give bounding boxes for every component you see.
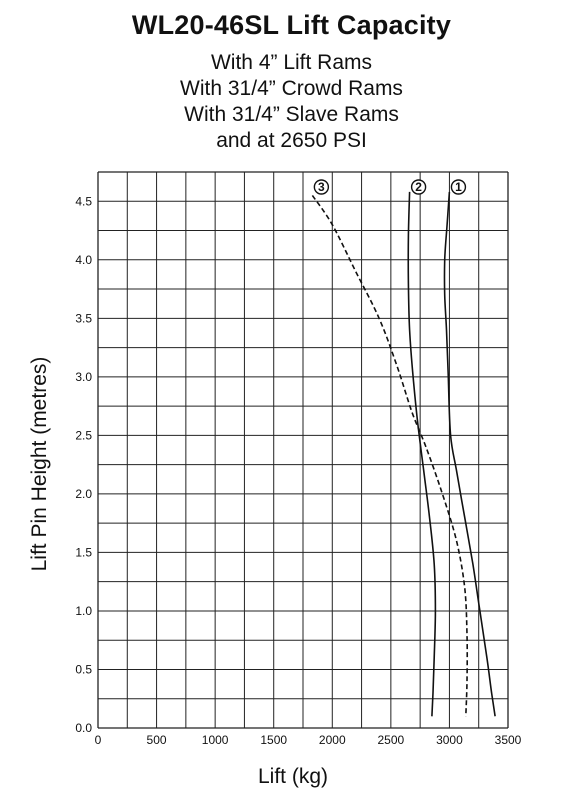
chart-subtitle-line-4: and at 2650 PSI xyxy=(216,129,367,152)
chart-title: WL20-46SL Lift Capacity xyxy=(131,10,452,40)
chart-subtitle-line-2: With 31/4” Crowd Rams xyxy=(180,77,403,100)
series-marker-1: 1 xyxy=(450,179,467,195)
y-tick-label: 0.5 xyxy=(75,662,92,676)
chart-subtitle-line-1: With 4” Lift Rams xyxy=(210,51,373,74)
x-axis-label: Lift (kg) xyxy=(258,765,328,788)
series-marker-label: 1 xyxy=(455,180,462,194)
series-marker-circle xyxy=(450,179,467,195)
x-tick-label: 3500 xyxy=(495,733,522,747)
chart-series xyxy=(311,191,496,717)
series-markers: 1 2 3 xyxy=(313,179,467,195)
y-axis-label: Lift Pin Height (metres) xyxy=(28,357,51,572)
y-tick-label: 1.0 xyxy=(75,604,92,618)
x-tick-label: 1000 xyxy=(202,733,229,747)
y-tick-label: 1.5 xyxy=(75,545,92,559)
y-tick-label: 4.0 xyxy=(75,253,92,267)
x-tick-label: 500 xyxy=(147,733,167,747)
x-tick-label: 2500 xyxy=(378,733,405,747)
x-tick-label: 1500 xyxy=(260,733,287,747)
x-tick-label: 0 xyxy=(95,733,102,747)
x-tick-label: 3000 xyxy=(436,733,463,747)
series-line-1 xyxy=(443,191,496,717)
series-marker-circle xyxy=(313,179,330,195)
y-tick-label: 3.5 xyxy=(75,311,92,325)
series-marker-3: 3 xyxy=(313,179,330,195)
series-line-2 xyxy=(407,191,437,717)
y-tick-label: 3.0 xyxy=(75,370,92,384)
x-tick-label: 2000 xyxy=(319,733,346,747)
series-marker-label: 3 xyxy=(318,180,325,194)
y-tick-label: 2.5 xyxy=(75,428,92,442)
series-marker-label: 2 xyxy=(415,180,422,194)
y-tick-label: 0.0 xyxy=(75,721,92,735)
chart-subtitle-line-3: With 31/4” Slave Rams xyxy=(184,103,399,126)
series-marker-circle xyxy=(410,179,427,195)
y-tick-label: 4.5 xyxy=(75,194,92,208)
y-axis-ticks: 0.0 0.5 1.0 1.5 2.0 2.5 3.0 3.5 4.0 4.5 xyxy=(75,194,92,735)
chart-grid xyxy=(97,171,509,729)
series-marker-2: 2 xyxy=(410,179,427,195)
x-axis-ticks: 0 500 1000 1500 2000 2500 3000 3500 xyxy=(95,733,522,747)
y-tick-label: 2.0 xyxy=(75,487,92,501)
